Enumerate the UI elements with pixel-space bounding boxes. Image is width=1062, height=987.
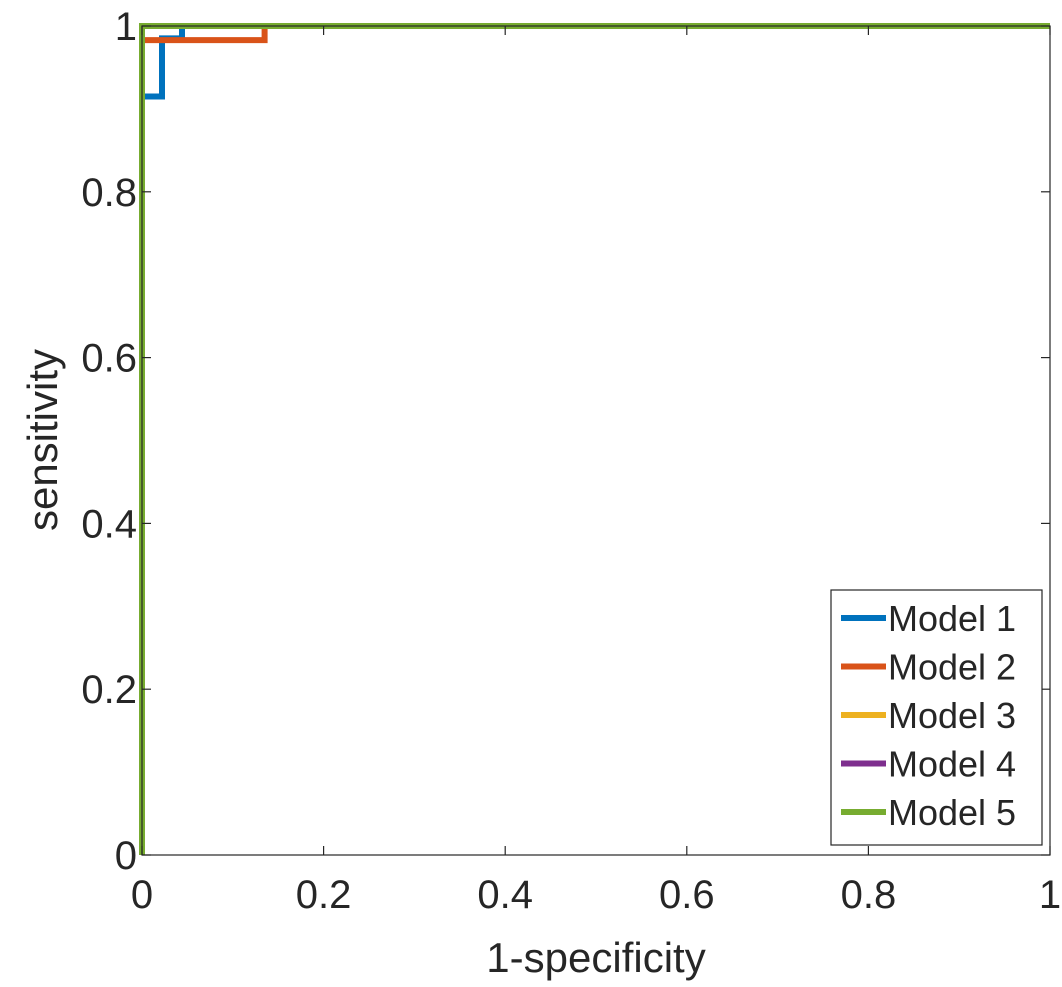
y-tick-label: 0.2: [81, 668, 137, 712]
axes-box: [141, 25, 1051, 856]
y-tick-label: 0.4: [81, 502, 137, 546]
y-tick-label: 0: [115, 834, 137, 878]
legend-label-model-4: Model 4: [888, 744, 1016, 785]
legend-label-model-1: Model 1: [888, 598, 1016, 639]
x-tick-label: 1: [1039, 873, 1061, 917]
y-axis-label: sensitivity: [19, 349, 66, 531]
x-axis-label: 1-specificity: [486, 934, 705, 981]
legend: Model 1 Model 2 Model 3 Model 4 Model 5: [830, 589, 1043, 846]
y-tick-label: 0.8: [81, 171, 137, 215]
x-tick-label: 0.8: [841, 873, 897, 917]
y-tick-label: 1: [115, 5, 137, 49]
legend-label-model-5: Model 5: [888, 792, 1016, 833]
ticks-layer: 0 0.2 0.4 0.6 0.8 1 0 0.2 0.4 0.6 0.8 1: [81, 5, 1061, 917]
x-tick-label: 0.4: [477, 873, 533, 917]
y-tick-label: 0.6: [81, 337, 137, 381]
x-tick-label: 0: [131, 873, 153, 917]
legend-label-model-2: Model 2: [888, 647, 1016, 688]
x-tick-label: 0.6: [659, 873, 715, 917]
x-tick-label: 0.2: [296, 873, 352, 917]
legend-label-model-3: Model 3: [888, 695, 1016, 736]
